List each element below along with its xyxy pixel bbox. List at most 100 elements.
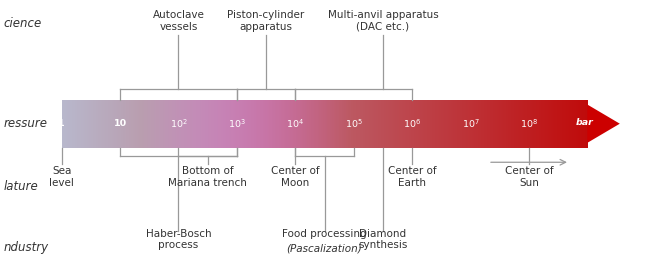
Bar bbox=[256, 100, 258, 148]
Bar bbox=[364, 100, 366, 148]
Bar bbox=[100, 100, 102, 148]
Bar bbox=[537, 100, 539, 148]
Bar bbox=[371, 100, 373, 148]
Bar bbox=[472, 100, 474, 148]
Bar bbox=[569, 100, 571, 148]
Bar bbox=[310, 100, 312, 148]
Bar bbox=[476, 100, 478, 148]
Bar bbox=[104, 100, 106, 148]
Bar bbox=[556, 100, 557, 148]
Bar bbox=[201, 100, 203, 148]
Bar bbox=[504, 100, 506, 148]
Bar bbox=[254, 100, 256, 148]
Bar bbox=[177, 100, 179, 148]
Text: $10^{2}$: $10^{2}$ bbox=[169, 117, 188, 130]
Bar bbox=[227, 100, 229, 148]
Bar bbox=[164, 100, 166, 148]
Bar bbox=[343, 100, 345, 148]
Bar bbox=[188, 100, 190, 148]
Bar bbox=[297, 100, 299, 148]
Bar bbox=[195, 100, 197, 148]
Bar bbox=[376, 100, 378, 148]
Bar bbox=[234, 100, 236, 148]
Bar bbox=[522, 100, 524, 148]
Text: $10^{8}$: $10^{8}$ bbox=[520, 117, 538, 130]
Bar bbox=[410, 100, 412, 148]
Bar bbox=[122, 100, 124, 148]
Bar bbox=[477, 100, 479, 148]
Bar bbox=[427, 100, 429, 148]
Bar bbox=[533, 100, 535, 148]
Bar bbox=[289, 100, 291, 148]
Bar bbox=[572, 100, 574, 148]
Bar bbox=[142, 100, 144, 148]
Bar bbox=[456, 100, 458, 148]
Text: cience: cience bbox=[3, 18, 42, 30]
Bar bbox=[250, 100, 252, 148]
Bar bbox=[330, 100, 332, 148]
Bar bbox=[493, 100, 495, 148]
Bar bbox=[239, 100, 241, 148]
Bar bbox=[117, 100, 119, 148]
Polygon shape bbox=[587, 105, 620, 143]
Bar bbox=[185, 100, 187, 148]
Bar bbox=[567, 100, 569, 148]
Bar bbox=[365, 100, 367, 148]
Bar bbox=[546, 100, 548, 148]
Bar bbox=[71, 100, 73, 148]
Bar bbox=[213, 100, 215, 148]
Text: Center of
Earth: Center of Earth bbox=[388, 166, 436, 188]
Bar bbox=[121, 100, 123, 148]
Bar bbox=[221, 100, 223, 148]
Bar bbox=[109, 100, 111, 148]
Bar bbox=[258, 100, 260, 148]
Bar bbox=[535, 100, 537, 148]
Bar bbox=[160, 100, 162, 148]
Bar bbox=[118, 100, 120, 148]
Bar bbox=[460, 100, 462, 148]
Text: bar: bar bbox=[575, 118, 593, 127]
Bar bbox=[437, 100, 439, 148]
Bar bbox=[500, 100, 502, 148]
Bar bbox=[300, 100, 302, 148]
Bar bbox=[222, 100, 224, 148]
Bar bbox=[158, 100, 160, 148]
Bar bbox=[578, 100, 580, 148]
Bar bbox=[368, 100, 370, 148]
Bar bbox=[377, 100, 379, 148]
Bar bbox=[286, 100, 288, 148]
Bar bbox=[305, 100, 307, 148]
Bar bbox=[147, 100, 149, 148]
Bar bbox=[536, 100, 538, 148]
Bar bbox=[173, 100, 175, 148]
Bar bbox=[262, 100, 263, 148]
Bar bbox=[552, 100, 554, 148]
Bar bbox=[577, 100, 579, 148]
Bar bbox=[259, 100, 261, 148]
Bar bbox=[513, 100, 515, 148]
Bar bbox=[469, 100, 471, 148]
Text: Center of
Sun: Center of Sun bbox=[505, 166, 553, 188]
Bar bbox=[432, 100, 434, 148]
Bar bbox=[312, 100, 313, 148]
Bar bbox=[418, 100, 420, 148]
Bar bbox=[88, 100, 90, 148]
Bar bbox=[67, 100, 69, 148]
Bar bbox=[156, 100, 158, 148]
Bar bbox=[369, 100, 371, 148]
Bar bbox=[228, 100, 230, 148]
Bar bbox=[510, 100, 512, 148]
Bar bbox=[485, 100, 487, 148]
Text: Autoclave
vessels: Autoclave vessels bbox=[153, 10, 204, 32]
Bar bbox=[444, 100, 446, 148]
Bar bbox=[277, 100, 279, 148]
Bar bbox=[322, 100, 324, 148]
Bar bbox=[169, 100, 171, 148]
Bar bbox=[558, 100, 560, 148]
Bar bbox=[178, 100, 180, 148]
Bar bbox=[453, 100, 455, 148]
Bar bbox=[386, 100, 388, 148]
Bar bbox=[162, 100, 164, 148]
Bar bbox=[199, 100, 201, 148]
Bar bbox=[545, 100, 547, 148]
